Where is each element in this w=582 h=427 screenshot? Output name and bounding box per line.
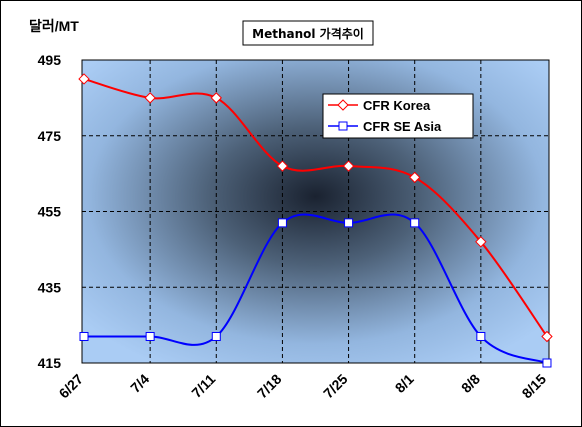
data-point-0-4 — [342, 160, 355, 172]
data-point-0-7 — [541, 330, 553, 343]
x-tick-label: 7/4 — [127, 371, 152, 396]
y-tick-label: 435 — [38, 279, 62, 295]
y-tick-label: 495 — [38, 52, 62, 68]
data-point-1-0 — [79, 331, 89, 341]
data-point-0-2 — [210, 92, 222, 104]
data-point-1-3 — [277, 218, 287, 228]
data-point-1-6 — [476, 331, 486, 341]
legend-label-cfr-korea: CFR Korea — [363, 98, 431, 113]
legend: CFR Korea CFR SE Asia — [322, 93, 474, 139]
data-point-1-7 — [542, 358, 552, 368]
data-point-1-1 — [145, 331, 155, 341]
y-tick-label: 415 — [38, 355, 62, 371]
x-tick-label: 8/8 — [458, 371, 483, 396]
x-tick-label: 6/27 — [56, 371, 87, 402]
y-tick-label: 455 — [38, 204, 62, 220]
series-line-1 — [84, 213, 548, 364]
legend-marker-cfr-se-asia — [338, 121, 348, 131]
x-tick-label: 8/1 — [392, 371, 417, 396]
x-tick-label: 7/18 — [254, 371, 285, 402]
x-tick-label: 7/11 — [188, 371, 218, 401]
y-tick-label: 475 — [38, 128, 62, 144]
data-point-1-4 — [344, 218, 354, 228]
data-point-0-0 — [78, 73, 90, 85]
x-tick-label: 8/15 — [519, 371, 550, 402]
data-point-0-6 — [475, 236, 487, 248]
legend-label-cfr-se-asia: CFR SE Asia — [363, 119, 442, 134]
data-point-0-3 — [276, 160, 289, 172]
data-point-1-2 — [211, 331, 221, 341]
data-point-0-5 — [408, 171, 421, 184]
chart-title: Methanol 가격추이 — [252, 26, 364, 41]
data-point-0-1 — [144, 92, 156, 104]
x-tick-label: 7/25 — [320, 371, 351, 402]
chart-title-box: Methanol 가격추이 — [242, 20, 374, 46]
series-layer — [78, 73, 553, 368]
legend-marker-cfr-korea — [337, 99, 349, 111]
data-point-1-5 — [410, 218, 420, 228]
y-axis-label: 달러/MT — [29, 18, 79, 34]
